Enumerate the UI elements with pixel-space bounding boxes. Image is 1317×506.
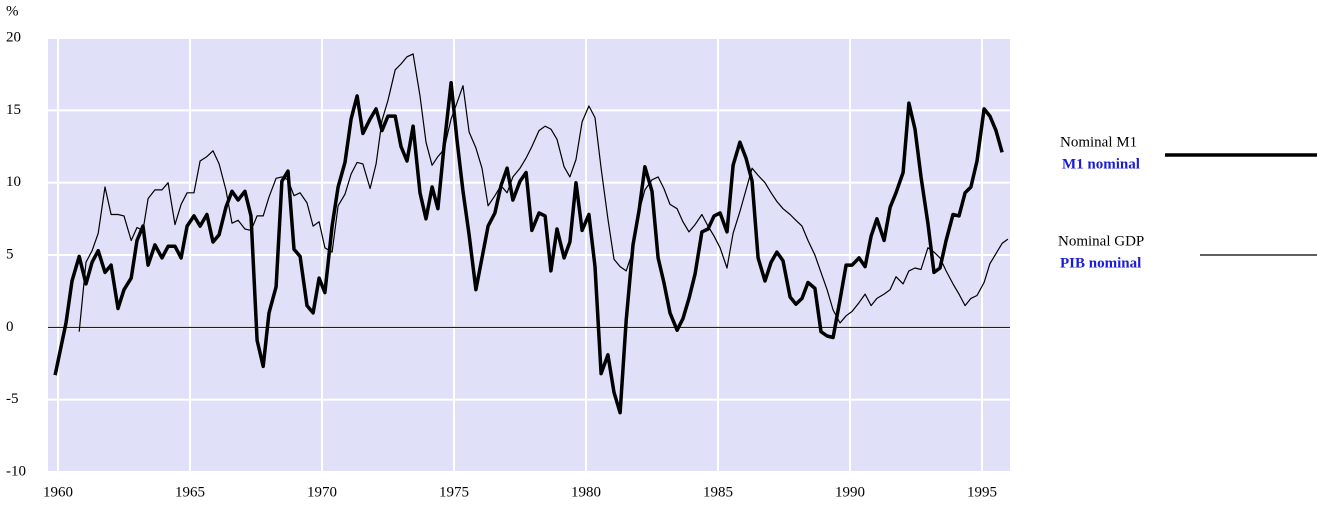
y-tick-label: 5	[6, 246, 14, 262]
series-line	[78, 53, 1009, 332]
y-tick-label: 15	[6, 102, 21, 118]
x-tick-label: 1965	[175, 484, 205, 500]
x-tick-label: 1970	[307, 484, 337, 500]
y-tick-label: 10	[6, 174, 21, 190]
x-tick-label: 1995	[967, 484, 997, 500]
legend-label-fr: PIB nominal	[1060, 255, 1141, 271]
x-tick-label: 1985	[703, 484, 733, 500]
series-line	[53, 81, 1004, 415]
x-tick-label: 1990	[835, 484, 865, 500]
y-tick-label: -10	[6, 463, 26, 479]
y-tick-label: 20	[6, 29, 21, 45]
legend-label: Nominal GDP	[1058, 233, 1144, 249]
legend-label-fr: M1 nominal	[1062, 156, 1140, 172]
y-tick-label: -5	[6, 391, 19, 407]
y-axis-label: %	[6, 3, 19, 19]
legend-label: Nominal M1	[1060, 134, 1137, 150]
x-tick-label: 1960	[43, 484, 73, 500]
y-tick-label: 0	[6, 319, 14, 335]
x-tick-label: 1975	[439, 484, 469, 500]
x-tick-label: 1980	[571, 484, 601, 500]
